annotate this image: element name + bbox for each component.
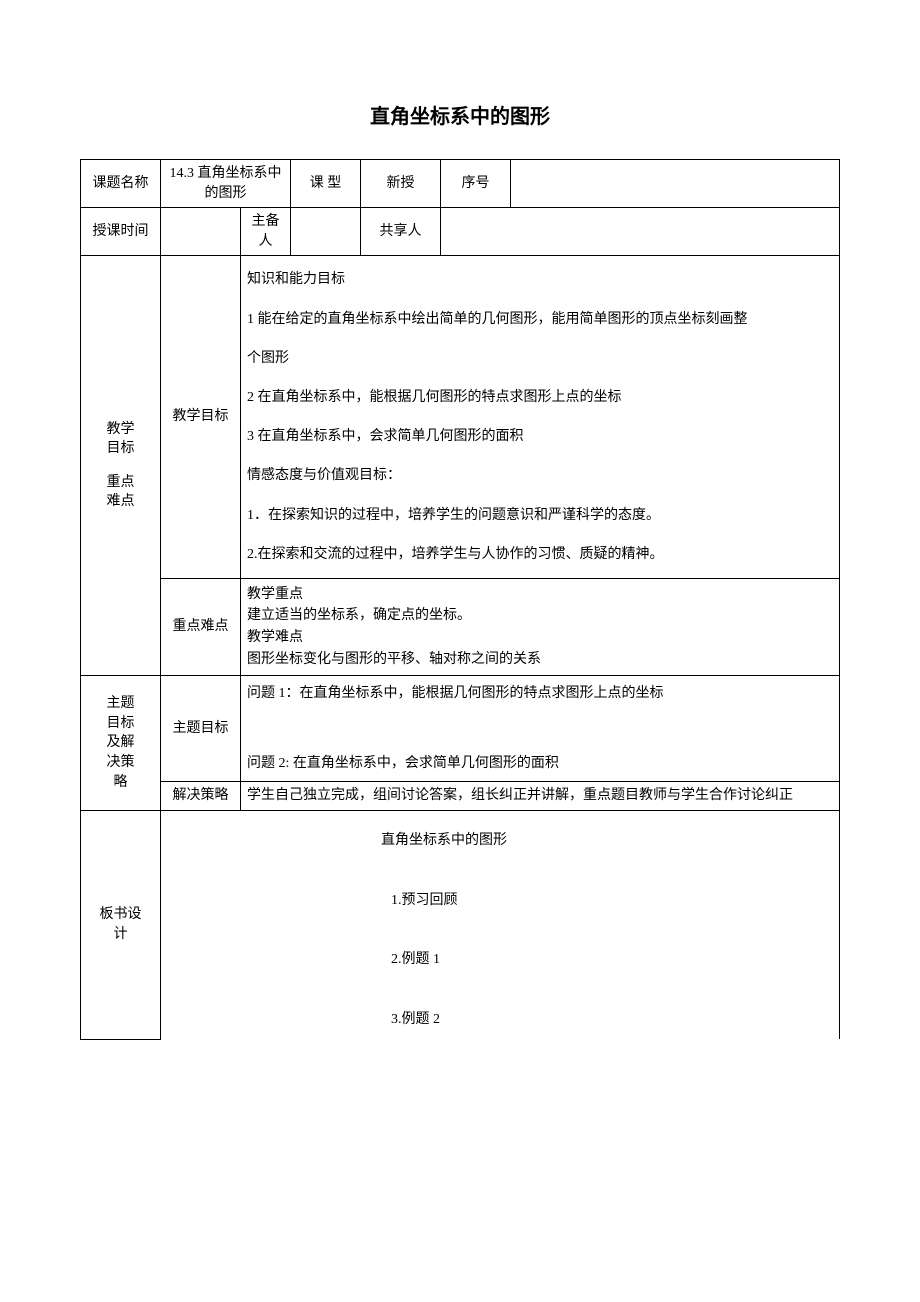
table-row: 板书设 计 直角坐标系中的图形 1.预习回顾 2.例题 1 3.例题 2 bbox=[81, 811, 840, 1040]
board-item-2: 2.例题 1 bbox=[161, 950, 839, 970]
teaching-objective-label: 教学目标 bbox=[161, 256, 241, 579]
board-item-3: 3.例题 2 bbox=[161, 1010, 839, 1030]
table-row: 课题名称 14.3 直角坐标系中的图形 课 型 新授 序号 bbox=[81, 160, 840, 208]
knowledge-item-1b: 个图形 bbox=[247, 339, 833, 378]
board-item-1: 1.预习回顾 bbox=[161, 891, 839, 911]
table-row: 重点难点 教学重点 建立适当的坐标系，确定点的坐标。 教学难点 图形坐标变化与图… bbox=[81, 578, 840, 675]
share-label: 共享人 bbox=[361, 208, 441, 256]
teaching-objective-content: 知识和能力目标 1 能在给定的直角坐标系中绘出简单的几何图形，能用简单图形的顶点… bbox=[241, 256, 840, 579]
teach-time-value bbox=[161, 208, 241, 256]
attitude-item-2: 2.在探索和交流的过程中，培养学生与人协作的习惯、质疑的精神。 bbox=[247, 535, 833, 574]
board-title: 直角坐标系中的图形 bbox=[161, 831, 839, 851]
course-name-label: 课题名称 bbox=[81, 160, 161, 208]
share-value bbox=[441, 208, 840, 256]
table-row: 解决策略 学生自己独立完成，组间讨论答案，组长纠正并讲解，重点题目教师与学生合作… bbox=[81, 782, 840, 811]
diff-title: 教学难点 bbox=[247, 628, 833, 648]
strategy-label: 解决策略 bbox=[161, 782, 241, 811]
serial-label: 序号 bbox=[441, 160, 511, 208]
attitude-item-1: 1．在探索知识的过程中，培养学生的问题意识和严谨科学的态度。 bbox=[247, 496, 833, 535]
knowledge-item-1: 1 能在给定的直角坐标系中绘出简单的几何图形，能用简单图形的顶点坐标刻画整 bbox=[247, 300, 833, 339]
knowledge-title: 知识和能力目标 bbox=[247, 260, 833, 299]
topic-objective-label: 主题目标 bbox=[161, 676, 241, 782]
knowledge-item-2: 2 在直角坐标系中，能根据几何图形的特点求图形上点的坐标 bbox=[247, 378, 833, 417]
table-row: 教学 目标 重点 难点 教学目标 知识和能力目标 1 能在给定的直角坐标系中绘出… bbox=[81, 256, 840, 579]
board-section-label: 板书设 计 bbox=[81, 811, 161, 1040]
main-prep-value bbox=[291, 208, 361, 256]
strategy-content: 学生自己独立完成，组间讨论答案，组长纠正并讲解，重点题目教师与学生合作讨论纠正 bbox=[241, 782, 840, 811]
topic-objective-content: 问题 1：在直角坐标系中，能根据几何图形的特点求图形上点的坐标 问题 2: 在直… bbox=[241, 676, 840, 782]
keypoint-label: 重点难点 bbox=[161, 578, 241, 675]
diff-content: 图形坐标变化与图形的平移、轴对称之间的关系 bbox=[247, 650, 833, 670]
topic-q2: 问题 2: 在直角坐标系中，会求简单几何图形的面积 bbox=[247, 754, 833, 774]
class-type-label: 课 型 bbox=[291, 160, 361, 208]
lesson-plan-table: 课题名称 14.3 直角坐标系中的图形 课 型 新授 序号 授课时间 主备人 共… bbox=[80, 159, 840, 1040]
key-content: 建立适当的坐标系，确定点的坐标。 bbox=[247, 606, 833, 626]
table-row: 授课时间 主备人 共享人 bbox=[81, 208, 840, 256]
attitude-title: 情感态度与价值观目标： bbox=[247, 456, 833, 495]
knowledge-item-3: 3 在直角坐标系中，会求简单几何图形的面积 bbox=[247, 417, 833, 456]
page-title: 直角坐标系中的图形 bbox=[80, 100, 840, 129]
board-content: 直角坐标系中的图形 1.预习回顾 2.例题 1 3.例题 2 bbox=[161, 811, 840, 1040]
topic-section-label: 主题 目标 及解 决策 略 bbox=[81, 676, 161, 811]
class-type-value: 新授 bbox=[361, 160, 441, 208]
objectives-section-label: 教学 目标 重点 难点 bbox=[81, 256, 161, 676]
teach-time-label: 授课时间 bbox=[81, 208, 161, 256]
course-name-value: 14.3 直角坐标系中的图形 bbox=[161, 160, 291, 208]
key-title: 教学重点 bbox=[247, 585, 833, 605]
table-row: 主题 目标 及解 决策 略 主题目标 问题 1：在直角坐标系中，能根据几何图形的… bbox=[81, 676, 840, 782]
main-prep-label: 主备人 bbox=[241, 208, 291, 256]
serial-value bbox=[511, 160, 840, 208]
topic-q1: 问题 1：在直角坐标系中，能根据几何图形的特点求图形上点的坐标 bbox=[247, 684, 833, 704]
keypoint-content: 教学重点 建立适当的坐标系，确定点的坐标。 教学难点 图形坐标变化与图形的平移、… bbox=[241, 578, 840, 675]
